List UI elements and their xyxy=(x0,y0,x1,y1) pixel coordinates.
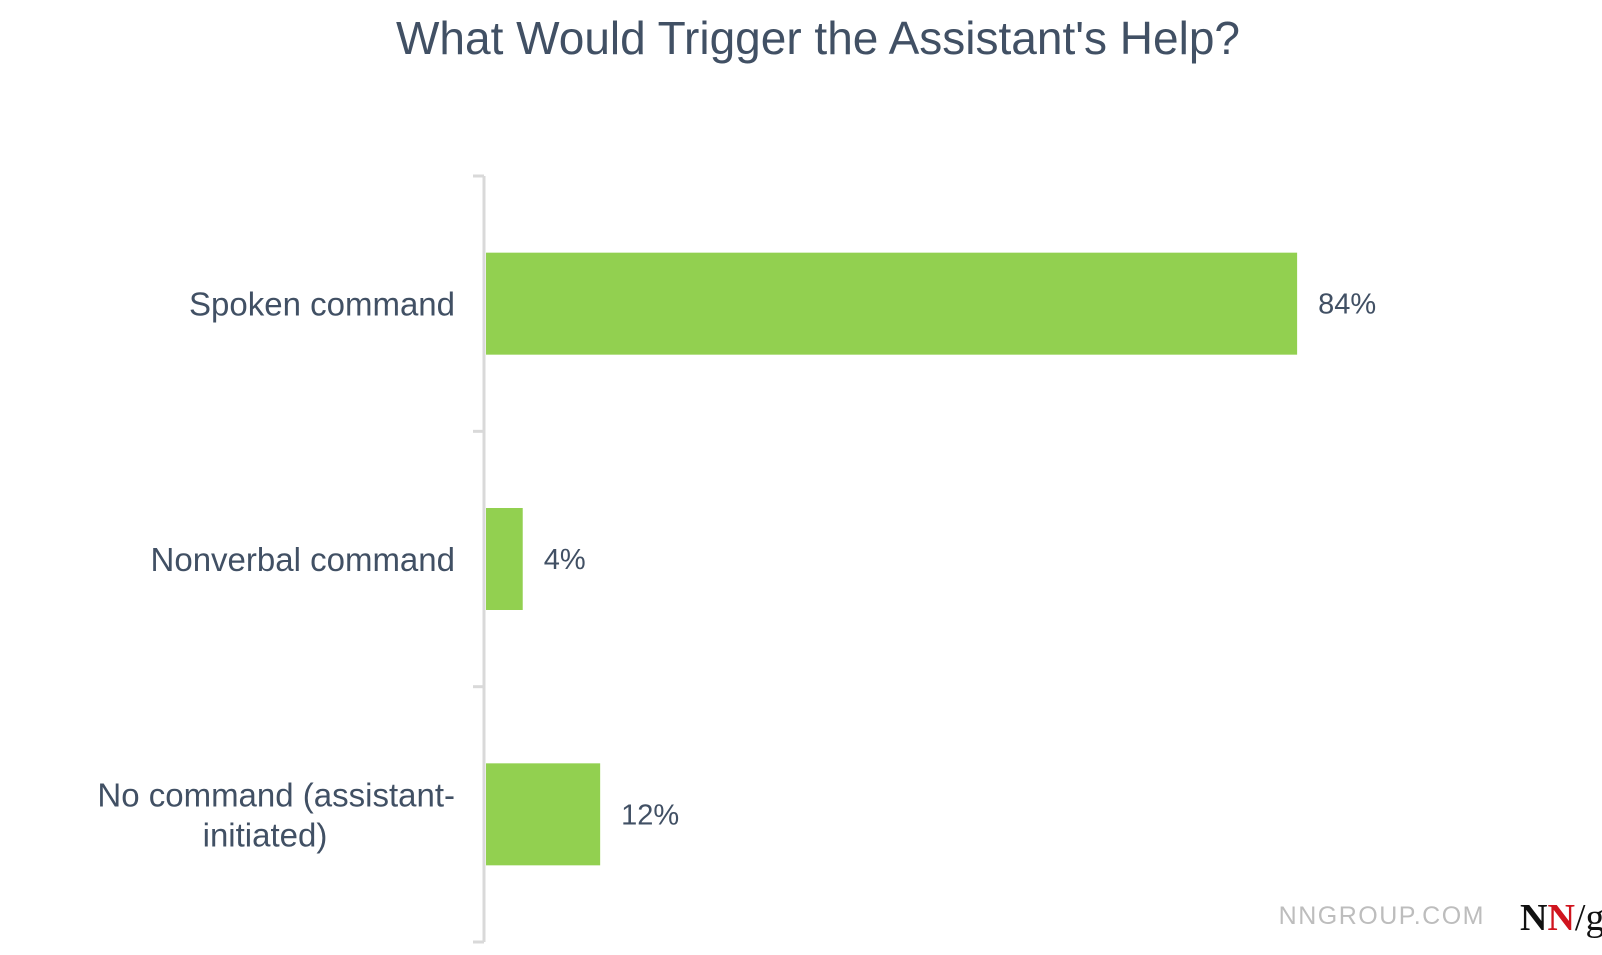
nng-logo: NN/g xyxy=(1520,897,1602,939)
nng-logo-glyph: N xyxy=(1547,897,1574,939)
bar xyxy=(486,508,523,610)
site-watermark: NNGROUP.COM xyxy=(1279,902,1485,930)
nng-logo-glyph: / xyxy=(1575,897,1586,939)
nng-logo-glyph: g xyxy=(1585,897,1602,939)
bar xyxy=(486,763,601,866)
category-axis xyxy=(473,174,486,944)
category-label-line: No command (assistant- xyxy=(97,776,455,813)
category-label: Spoken command xyxy=(189,286,455,323)
value-labels: 84% 4% 12% xyxy=(544,289,1376,832)
category-labels: Spoken command Nonverbal command No comman… xyxy=(97,286,455,854)
category-label-line: initiated) xyxy=(203,816,328,853)
value-label: 84% xyxy=(1318,289,1376,321)
nng-logo-glyph: N xyxy=(1520,897,1547,939)
bar xyxy=(486,252,1298,355)
bar-series xyxy=(486,252,1298,866)
category-label: Nonverbal command xyxy=(151,541,455,578)
nng-logo-text: NN/g xyxy=(1520,897,1602,939)
value-label: 12% xyxy=(621,799,679,831)
nngroup-branding: NNGROUP.COM NN/g xyxy=(1279,897,1602,939)
chart-title: What Would Trigger the Assistant's Help? xyxy=(396,12,1240,64)
value-label: 4% xyxy=(544,544,586,576)
category-label: No command (assistant-initiated) xyxy=(97,776,455,853)
